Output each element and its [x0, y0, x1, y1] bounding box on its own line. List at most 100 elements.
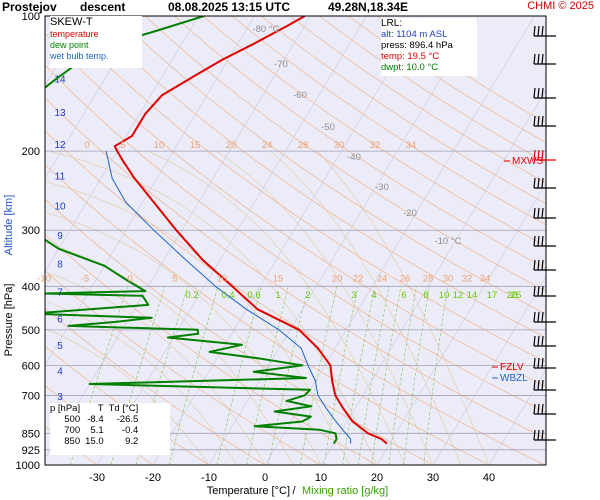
- dry-adiabat-label: 5: [172, 273, 177, 284]
- wind-barb-flag: [533, 115, 536, 127]
- wind-barb-flag: [541, 25, 544, 37]
- wind-barb-flag: [541, 429, 544, 441]
- wind-barb-flag: [533, 53, 536, 65]
- mixing-ratio-label: 20: [507, 290, 518, 301]
- altitude-tick-label: 14: [54, 75, 66, 86]
- mixing-ratio-label: 6: [401, 290, 406, 301]
- altitude-tick-label: 7: [57, 287, 63, 298]
- temperature-tick-label: -30: [89, 472, 105, 484]
- dry-adiabat: [45, 130, 546, 465]
- temperature-tick-label: 20: [371, 472, 383, 484]
- dry-adiabat: [173, 16, 546, 269]
- altitude-tick-label: 9: [57, 231, 63, 242]
- wind-barb-flag: [537, 87, 540, 99]
- dry-adiabat-label: 32: [462, 273, 473, 284]
- isotherm: [45, 16, 199, 273]
- wind-barb-flag: [533, 25, 536, 37]
- wind-barb-flag: [541, 335, 544, 347]
- wind-barb: [533, 335, 556, 347]
- stats-cell: 5.1: [90, 425, 104, 436]
- dry-adiabat-label: 10: [154, 140, 165, 151]
- stats-cell: -0.4: [121, 425, 139, 436]
- dry-adiabat: [86, 16, 546, 339]
- isotherm: [152, 16, 423, 465]
- isotherm: [488, 369, 546, 465]
- wind-barb-flag: [533, 429, 536, 441]
- temperature-tick-label: -20: [145, 472, 161, 484]
- wind-barb: [533, 115, 556, 127]
- stats-header: T: [97, 403, 104, 414]
- dew-point-line: [45, 16, 338, 445]
- pressure-tick-label: 400: [22, 281, 40, 293]
- wind-barb-flag: [533, 207, 536, 219]
- legend-item-dew-point: dew point: [50, 40, 89, 50]
- stats-table: p [hPa] T Td [°C] 500 -8.4 -26.5 700 5.1…: [50, 403, 170, 455]
- wind-barb-flag: [537, 379, 540, 391]
- level-label-wbzl: WBZL: [500, 373, 528, 384]
- stats-cell: -26.5: [116, 414, 139, 425]
- mixing-ratio-label: 0.6: [247, 290, 260, 301]
- station-name: Prostejov: [2, 0, 57, 14]
- wind-barb-flag: [537, 335, 540, 347]
- isotherm: [320, 89, 546, 465]
- mixing-ratio-label: 3: [351, 290, 356, 301]
- dry-adiabat-label: 32: [370, 140, 381, 151]
- wind-barb-flag: [541, 87, 544, 99]
- wind-barb-flag: [537, 207, 540, 219]
- mixing-ratio-label: 14: [467, 290, 478, 301]
- stats-row: 850 15.0 9.2: [50, 436, 143, 447]
- wind-barb-flag: [541, 311, 544, 323]
- lrl-press: press: 896.4 hPa: [381, 40, 453, 51]
- temperature-tick-label: 0: [262, 472, 268, 484]
- dry-adiabat-label: 34: [480, 273, 491, 284]
- lrl-temp: temp: 19.5 °C: [381, 51, 440, 62]
- y-axis-label-extra: Altitude [km]: [3, 195, 15, 256]
- legend-title: SKEW-T: [50, 16, 93, 28]
- mixing-ratio-label: 25: [511, 290, 522, 301]
- mixing-ratio-label: 8: [423, 290, 428, 301]
- moist-adiabat-label: -60: [293, 90, 307, 101]
- pressure-tick-label: 100: [22, 11, 40, 23]
- x-axis-label-sep: /: [292, 485, 296, 497]
- dry-adiabat-label: 22: [353, 273, 364, 284]
- legend: SKEW-T temperature dew point wet bulb te…: [50, 16, 142, 68]
- altitude-tick-label: 5: [57, 341, 63, 352]
- mixing-ratio-label: 4: [371, 290, 376, 301]
- moist-adiabat-label: -30: [375, 182, 389, 193]
- dry-adiabat: [202, 16, 546, 247]
- lrl-dwpt: dwpt: 10.0 °C: [381, 62, 439, 73]
- wind-barb-flag: [533, 311, 536, 323]
- pressure-tick-label: 850: [22, 428, 40, 440]
- temperature-tick-label: 10: [315, 472, 327, 484]
- wind-barb: [533, 285, 556, 297]
- wind-barb-flag: [533, 403, 536, 415]
- stats-cell: 9.2: [125, 436, 139, 447]
- wind-barb-flag: [541, 379, 544, 391]
- level-marker-fzlv: FZLV: [492, 362, 524, 373]
- x-axis-label: Temperature [°C]: [207, 485, 290, 497]
- dry-adiabat-label: 10: [217, 273, 228, 284]
- altitude-tick-label: 8: [57, 260, 63, 271]
- stats-row: 500 -8.4 -26.5: [50, 414, 143, 425]
- wind-barb-flag: [541, 259, 544, 271]
- wind-barb-flag: [537, 311, 540, 323]
- wind-barb-flag: [541, 403, 544, 415]
- level-marker-mxws: MXWS: [504, 156, 543, 167]
- wind-barb-flag: [533, 87, 536, 99]
- dry-adiabat: [115, 16, 546, 315]
- dry-adiabat-label: 20: [332, 273, 343, 284]
- pressure-tick-label: 925: [22, 445, 40, 457]
- wind-barb-flag: [537, 357, 540, 369]
- dry-adiabat-label: 30: [443, 273, 454, 284]
- wind-barb-flag: [537, 149, 540, 161]
- mixing-ratio-label: 2: [305, 290, 310, 301]
- dry-adiabat: [231, 16, 546, 226]
- level-marker-wbzl: WBZL: [492, 373, 528, 384]
- dry-adiabat-label: 0: [84, 140, 89, 151]
- wind-barb: [533, 87, 556, 99]
- stats-row: 700 5.1 -0.4: [50, 425, 143, 436]
- stats-cell: 15.0: [85, 436, 104, 447]
- stats-cell: 500: [64, 414, 81, 425]
- dry-adiabat-label: 26: [400, 273, 411, 284]
- wind-barb-flag: [537, 25, 540, 37]
